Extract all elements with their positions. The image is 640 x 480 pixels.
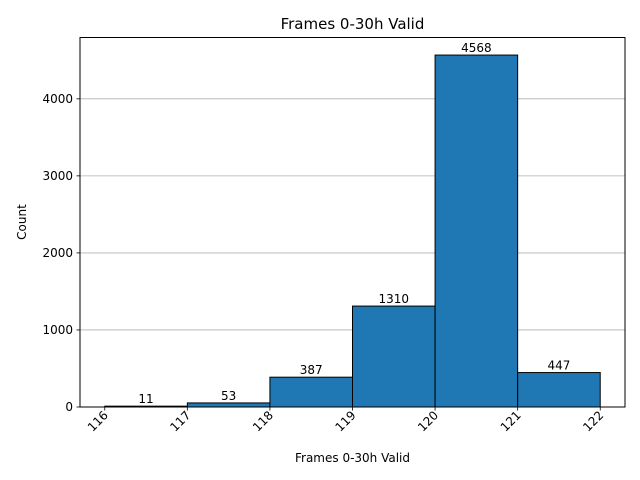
x-tick-label: 117: [167, 408, 193, 434]
histogram-bars: [104, 54, 601, 408]
y-tick-label: 3000: [42, 169, 73, 183]
histogram-bar: [434, 54, 519, 408]
x-tick-label: 118: [250, 408, 276, 434]
bar-value-labels: 11 53 387 1310 4568 447: [138, 41, 570, 406]
y-axis-label: Count: [15, 204, 29, 240]
bar-value-label: 447: [547, 359, 570, 373]
bar-value-label: 1310: [379, 292, 410, 306]
bar-value-label: 4568: [461, 41, 492, 55]
y-axis-ticks: 0 1000 2000 3000 4000: [42, 92, 80, 414]
histogram-bar: [186, 402, 271, 408]
bar-value-label: 387: [300, 363, 323, 377]
y-tick-label: 2000: [42, 246, 73, 260]
x-tick-label: 119: [333, 408, 359, 434]
chart-title: Frames 0-30h Valid: [281, 15, 425, 33]
x-tick-label: 116: [85, 408, 111, 434]
x-tick-label: 122: [580, 408, 606, 434]
x-tick-label: 120: [415, 408, 441, 434]
histogram-bar: [352, 305, 436, 408]
x-axis-ticks: 116 117 118 119 120 121 122: [85, 407, 606, 434]
y-tick-label: 1000: [42, 323, 73, 337]
bar-value-label: 11: [138, 392, 153, 406]
y-tick-label: 4000: [42, 92, 73, 106]
y-tick-label: 0: [65, 400, 73, 414]
bar-value-label: 53: [221, 389, 236, 403]
histogram-bar: [517, 372, 601, 408]
histogram-bar: [269, 376, 354, 408]
x-axis-label: Frames 0-30h Valid: [295, 451, 410, 465]
x-tick-label: 121: [498, 408, 524, 434]
